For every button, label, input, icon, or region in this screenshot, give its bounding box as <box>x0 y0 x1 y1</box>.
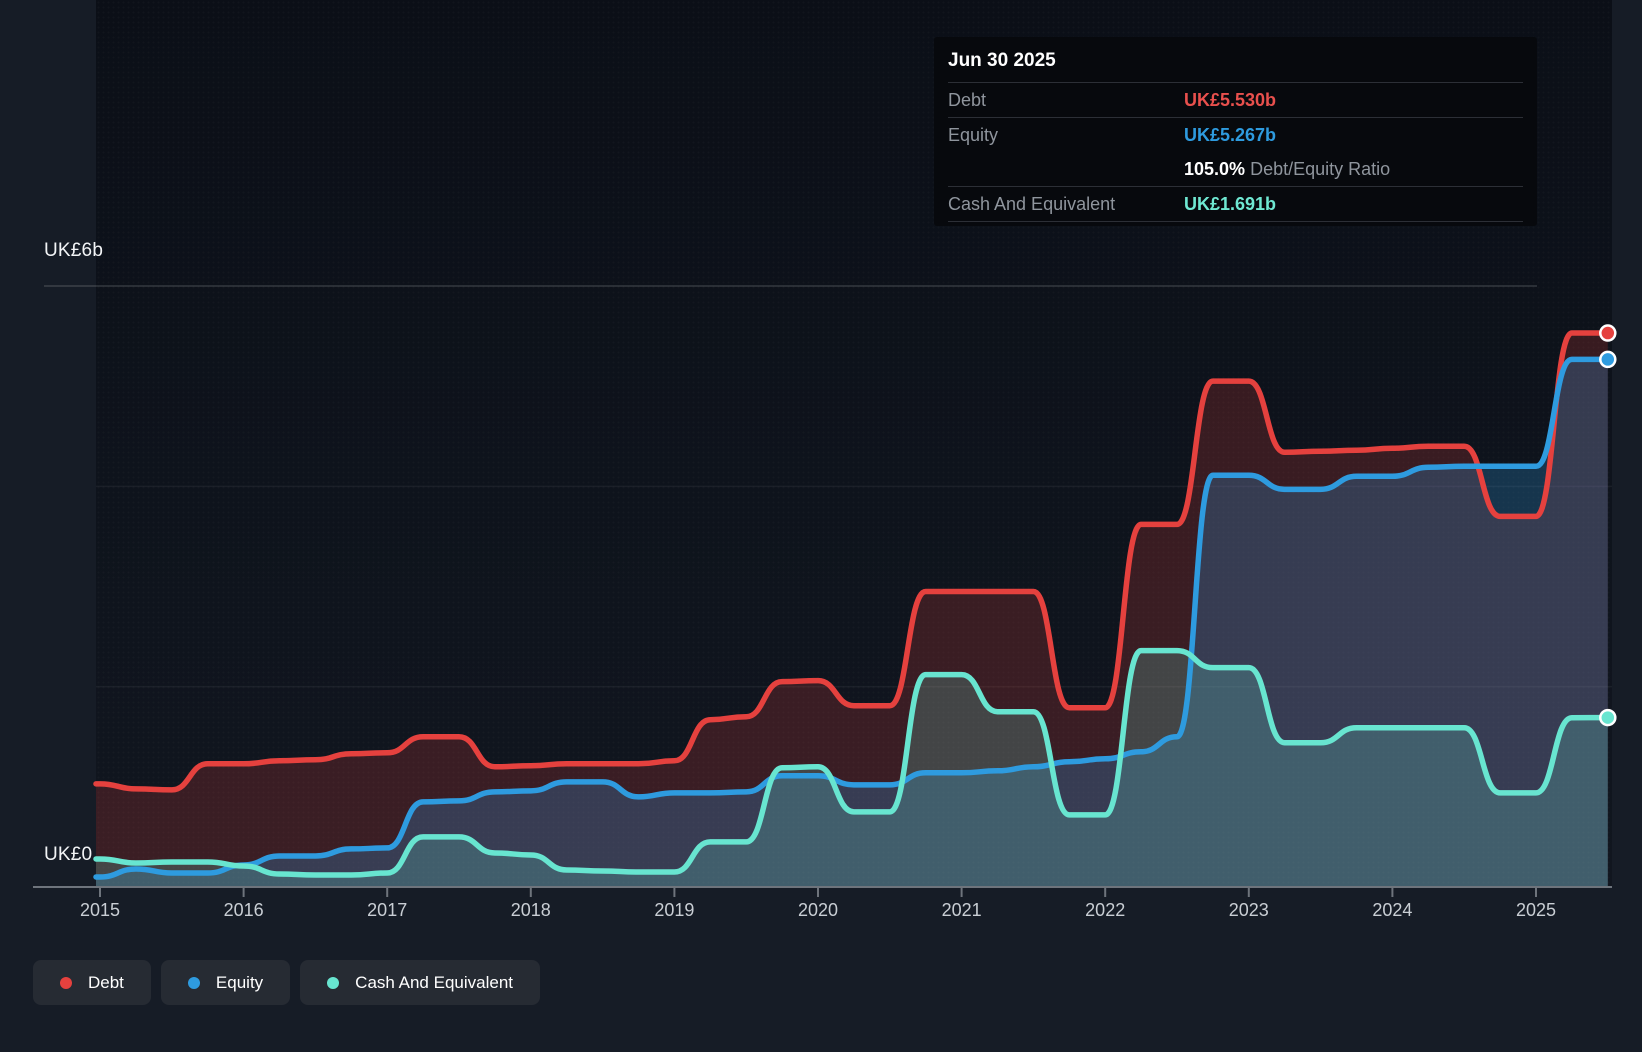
legend-label-equity: Equity <box>215 972 264 992</box>
legend-dot-cash-icon <box>327 976 340 989</box>
x-axis-label-2017: 2017 <box>367 900 407 920</box>
x-axis-label-2020: 2020 <box>798 900 838 920</box>
debt-endpoint-dot <box>1599 324 1617 342</box>
tooltip-debt-label: Debt <box>948 89 987 110</box>
tooltip-cash-value: UK£1.691b <box>1184 193 1277 214</box>
equity-endpoint-dot <box>1599 350 1617 369</box>
x-axis-label-2022: 2022 <box>1085 900 1125 920</box>
legend-label-cash: Cash And Equivalent <box>355 972 514 992</box>
legend-dot-debt-icon <box>60 976 72 989</box>
tooltip-row-debt: Debt UK£5.530b <box>948 82 1523 117</box>
chart-tooltip: Jun 30 2025 Debt UK£5.530b Equity UK£5.2… <box>934 37 1537 226</box>
tooltip-equity-label: Equity <box>948 124 999 145</box>
tooltip-equity-value: UK£5.267b <box>1184 124 1277 145</box>
y-axis-label-zero: UK£0 <box>44 844 93 865</box>
x-axis-label-2024: 2024 <box>1372 900 1412 920</box>
tooltip-ratio-value: 105.0% <box>1184 158 1246 179</box>
x-axis-label-2019: 2019 <box>654 900 694 920</box>
legend-dot-equity-icon <box>187 976 200 989</box>
legend-item-debt[interactable]: Debt <box>33 960 151 1005</box>
tooltip-row-equity: Equity UK£5.267b <box>948 117 1523 152</box>
debt-line <box>93 330 1611 793</box>
cash-and-equivalent-area <box>96 650 1608 887</box>
x-axis-label-2018: 2018 <box>511 900 551 920</box>
equity-area <box>96 359 1608 887</box>
tooltip-cash-label: Cash And Equivalent <box>948 193 1116 214</box>
y-axis-label-top: UK£6b <box>44 240 104 261</box>
x-axis-label-2023: 2023 <box>1229 900 1269 920</box>
legend-label-debt: Debt <box>88 972 124 992</box>
x-axis-label-2015: 2015 <box>80 900 120 920</box>
cash-and-equivalent-endpoint-dot <box>1599 708 1617 727</box>
chart-legend: Debt Equity Cash And Equivalent <box>33 960 541 1005</box>
tooltip-debt-value: UK£5.530b <box>1184 89 1277 110</box>
legend-item-cash[interactable]: Cash And Equivalent <box>300 960 541 1005</box>
legend-item-equity[interactable]: Equity <box>160 960 291 1005</box>
tooltip-date: Jun 30 2025 <box>948 50 1056 71</box>
x-axis-label-2025: 2025 <box>1516 900 1556 920</box>
x-axis-label-2021: 2021 <box>942 900 982 920</box>
tooltip-row-cash: Cash And Equivalent UK£1.691b <box>948 186 1523 222</box>
cash-and-equivalent-line <box>93 647 1611 878</box>
tooltip-ratio-label: Debt/Equity Ratio <box>1250 158 1391 179</box>
x-axis-label-2016: 2016 <box>224 900 264 920</box>
equity-line <box>93 356 1611 880</box>
tooltip-row-ratio: 105.0% Debt/Equity Ratio <box>948 152 1523 186</box>
